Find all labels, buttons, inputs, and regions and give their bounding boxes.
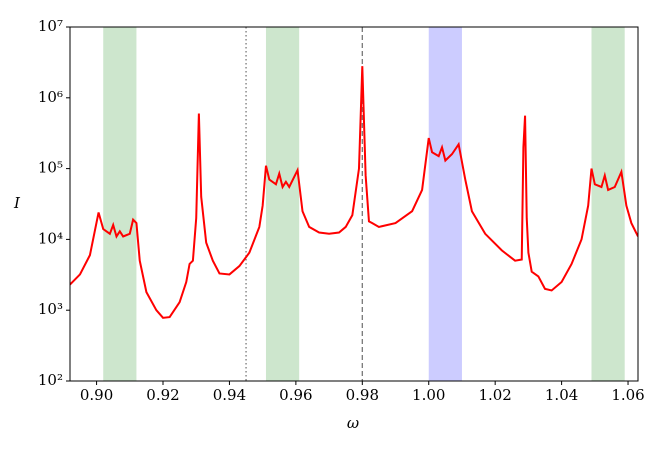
shaded-band (103, 27, 137, 381)
y-tick-label: 10⁷ (38, 17, 63, 35)
data-line (70, 66, 638, 319)
x-tick-label: 1.06 (611, 386, 644, 404)
y-tick-label: 10² (38, 371, 63, 389)
y-tick-label: 10⁵ (38, 159, 63, 177)
y-axis-label: I (13, 194, 21, 212)
x-tick-label: 1.00 (412, 386, 445, 404)
x-tick-label: 0.90 (80, 386, 113, 404)
x-tick-label: 0.92 (146, 386, 179, 404)
plot-frame (69, 26, 639, 382)
x-tick-label: 1.04 (545, 386, 578, 404)
y-tick-label: 10⁶ (38, 88, 63, 106)
y-tick-label: 10⁴ (38, 229, 63, 247)
x-tick-label: 0.96 (279, 386, 312, 404)
y-tick-label: 10³ (38, 300, 63, 318)
x-tick-label: 0.98 (346, 386, 379, 404)
shaded-band (591, 27, 625, 381)
x-tick-label: 1.02 (478, 386, 511, 404)
x-tick-label: 0.94 (213, 386, 246, 404)
shaded-band (265, 27, 300, 381)
x-axis-label: ω (347, 414, 359, 432)
shaded-band (428, 27, 462, 381)
